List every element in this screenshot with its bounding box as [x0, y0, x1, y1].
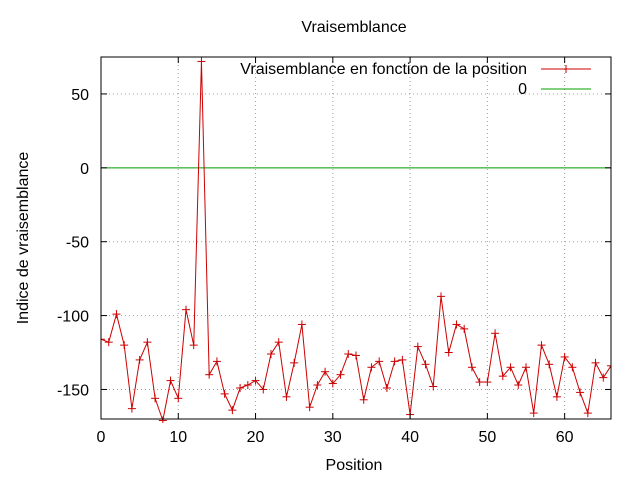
data-point-marker — [514, 381, 523, 390]
data-point-marker — [297, 320, 306, 329]
series-line-vraisemblance — [101, 61, 611, 423]
x-tick-label: 20 — [247, 429, 265, 446]
data-point-marker — [328, 379, 337, 388]
data-point-marker — [274, 338, 283, 347]
data-point-marker — [101, 335, 105, 344]
data-point-marker — [382, 383, 391, 392]
data-point-marker — [529, 409, 538, 418]
data-point-marker — [576, 388, 585, 397]
x-tick-label: 0 — [97, 429, 106, 446]
data-point-marker — [568, 363, 577, 372]
data-point-marker — [429, 382, 438, 391]
data-point-marker — [127, 404, 136, 413]
y-tick-label: -100 — [57, 309, 89, 326]
data-point-marker — [467, 363, 476, 372]
y-axis-label: Indice de vraisemblance — [15, 152, 32, 325]
legend-label-series-2: 0 — [518, 81, 527, 98]
data-point-marker — [560, 352, 569, 361]
data-point-marker — [104, 338, 113, 347]
data-point-marker — [607, 361, 611, 370]
data-point-marker — [158, 416, 167, 423]
data-point-marker — [290, 358, 299, 367]
x-tick-label: 40 — [401, 429, 419, 446]
data-point-marker — [344, 349, 353, 358]
data-point-marker — [359, 395, 368, 404]
axis-layer: 0 10 20 30 40 50 60 50 0 -50 -100 -150 — [57, 57, 611, 446]
data-point-marker — [243, 381, 252, 390]
data-point-marker — [460, 324, 469, 333]
data-point-marker — [390, 357, 399, 366]
data-point-marker — [398, 355, 407, 364]
x-axis-label: Position — [326, 457, 383, 474]
data-point-marker — [475, 378, 484, 387]
data-point-marker — [367, 363, 376, 372]
data-point-marker — [267, 349, 275, 358]
x-tick-label: 10 — [169, 429, 187, 446]
data-point-marker — [305, 403, 314, 412]
data-point-marker — [552, 392, 561, 401]
data-point-marker — [506, 363, 515, 372]
data-point-marker — [135, 355, 144, 364]
data-point-marker — [189, 341, 198, 350]
data-point-marker — [421, 360, 430, 369]
data-point-marker — [336, 370, 345, 379]
data-point-marker — [375, 357, 384, 366]
x-tick-label: 60 — [556, 429, 574, 446]
y-tick-label: -150 — [57, 382, 89, 399]
data-point-marker — [143, 338, 152, 347]
data-point-marker — [352, 351, 360, 360]
data-point-marker — [583, 409, 592, 418]
data-point-marker — [413, 342, 422, 351]
series-group — [101, 57, 611, 423]
data-point-marker — [545, 360, 554, 369]
data-point-marker — [197, 57, 206, 66]
data-point-marker — [259, 385, 268, 394]
data-point-marker — [591, 358, 600, 367]
data-point-marker — [599, 373, 608, 382]
data-point-marker — [522, 363, 530, 372]
data-point-marker — [537, 341, 546, 350]
data-point-marker — [151, 394, 160, 403]
plot-border — [100, 56, 612, 420]
chart-title: Vraisemblance — [301, 19, 406, 36]
data-point-marker — [182, 305, 190, 314]
legend-marker-series-1 — [562, 65, 570, 73]
y-tick-label: 50 — [71, 87, 89, 104]
data-point-marker — [444, 348, 453, 357]
data-point-marker — [498, 372, 507, 381]
data-point-marker — [212, 357, 221, 366]
grid-layer — [101, 57, 611, 419]
data-point-marker — [120, 341, 129, 350]
data-point-marker — [251, 376, 260, 385]
data-point-marker — [437, 292, 445, 301]
y-tick-label: 0 — [80, 161, 89, 178]
data-point-marker — [228, 406, 237, 415]
legend: Vraisemblance en fonction de la position… — [240, 61, 591, 98]
data-point-marker — [236, 383, 245, 392]
x-tick-label: 30 — [324, 429, 342, 446]
data-point-marker — [491, 329, 500, 338]
data-point-marker — [483, 378, 492, 387]
data-point-marker — [220, 389, 229, 398]
data-point-marker — [452, 320, 461, 329]
data-layer — [101, 57, 611, 423]
data-point-marker — [321, 367, 330, 376]
data-point-marker — [174, 394, 183, 403]
data-point-marker — [282, 392, 291, 401]
y-tick-label: -50 — [66, 235, 89, 252]
data-point-marker — [313, 381, 322, 390]
x-tick-label: 50 — [478, 429, 496, 446]
data-point-marker — [205, 370, 214, 379]
legend-label-series-1: Vraisemblance en fonction de la position — [240, 61, 527, 78]
data-point-marker — [112, 310, 121, 319]
data-point-marker — [166, 376, 175, 385]
